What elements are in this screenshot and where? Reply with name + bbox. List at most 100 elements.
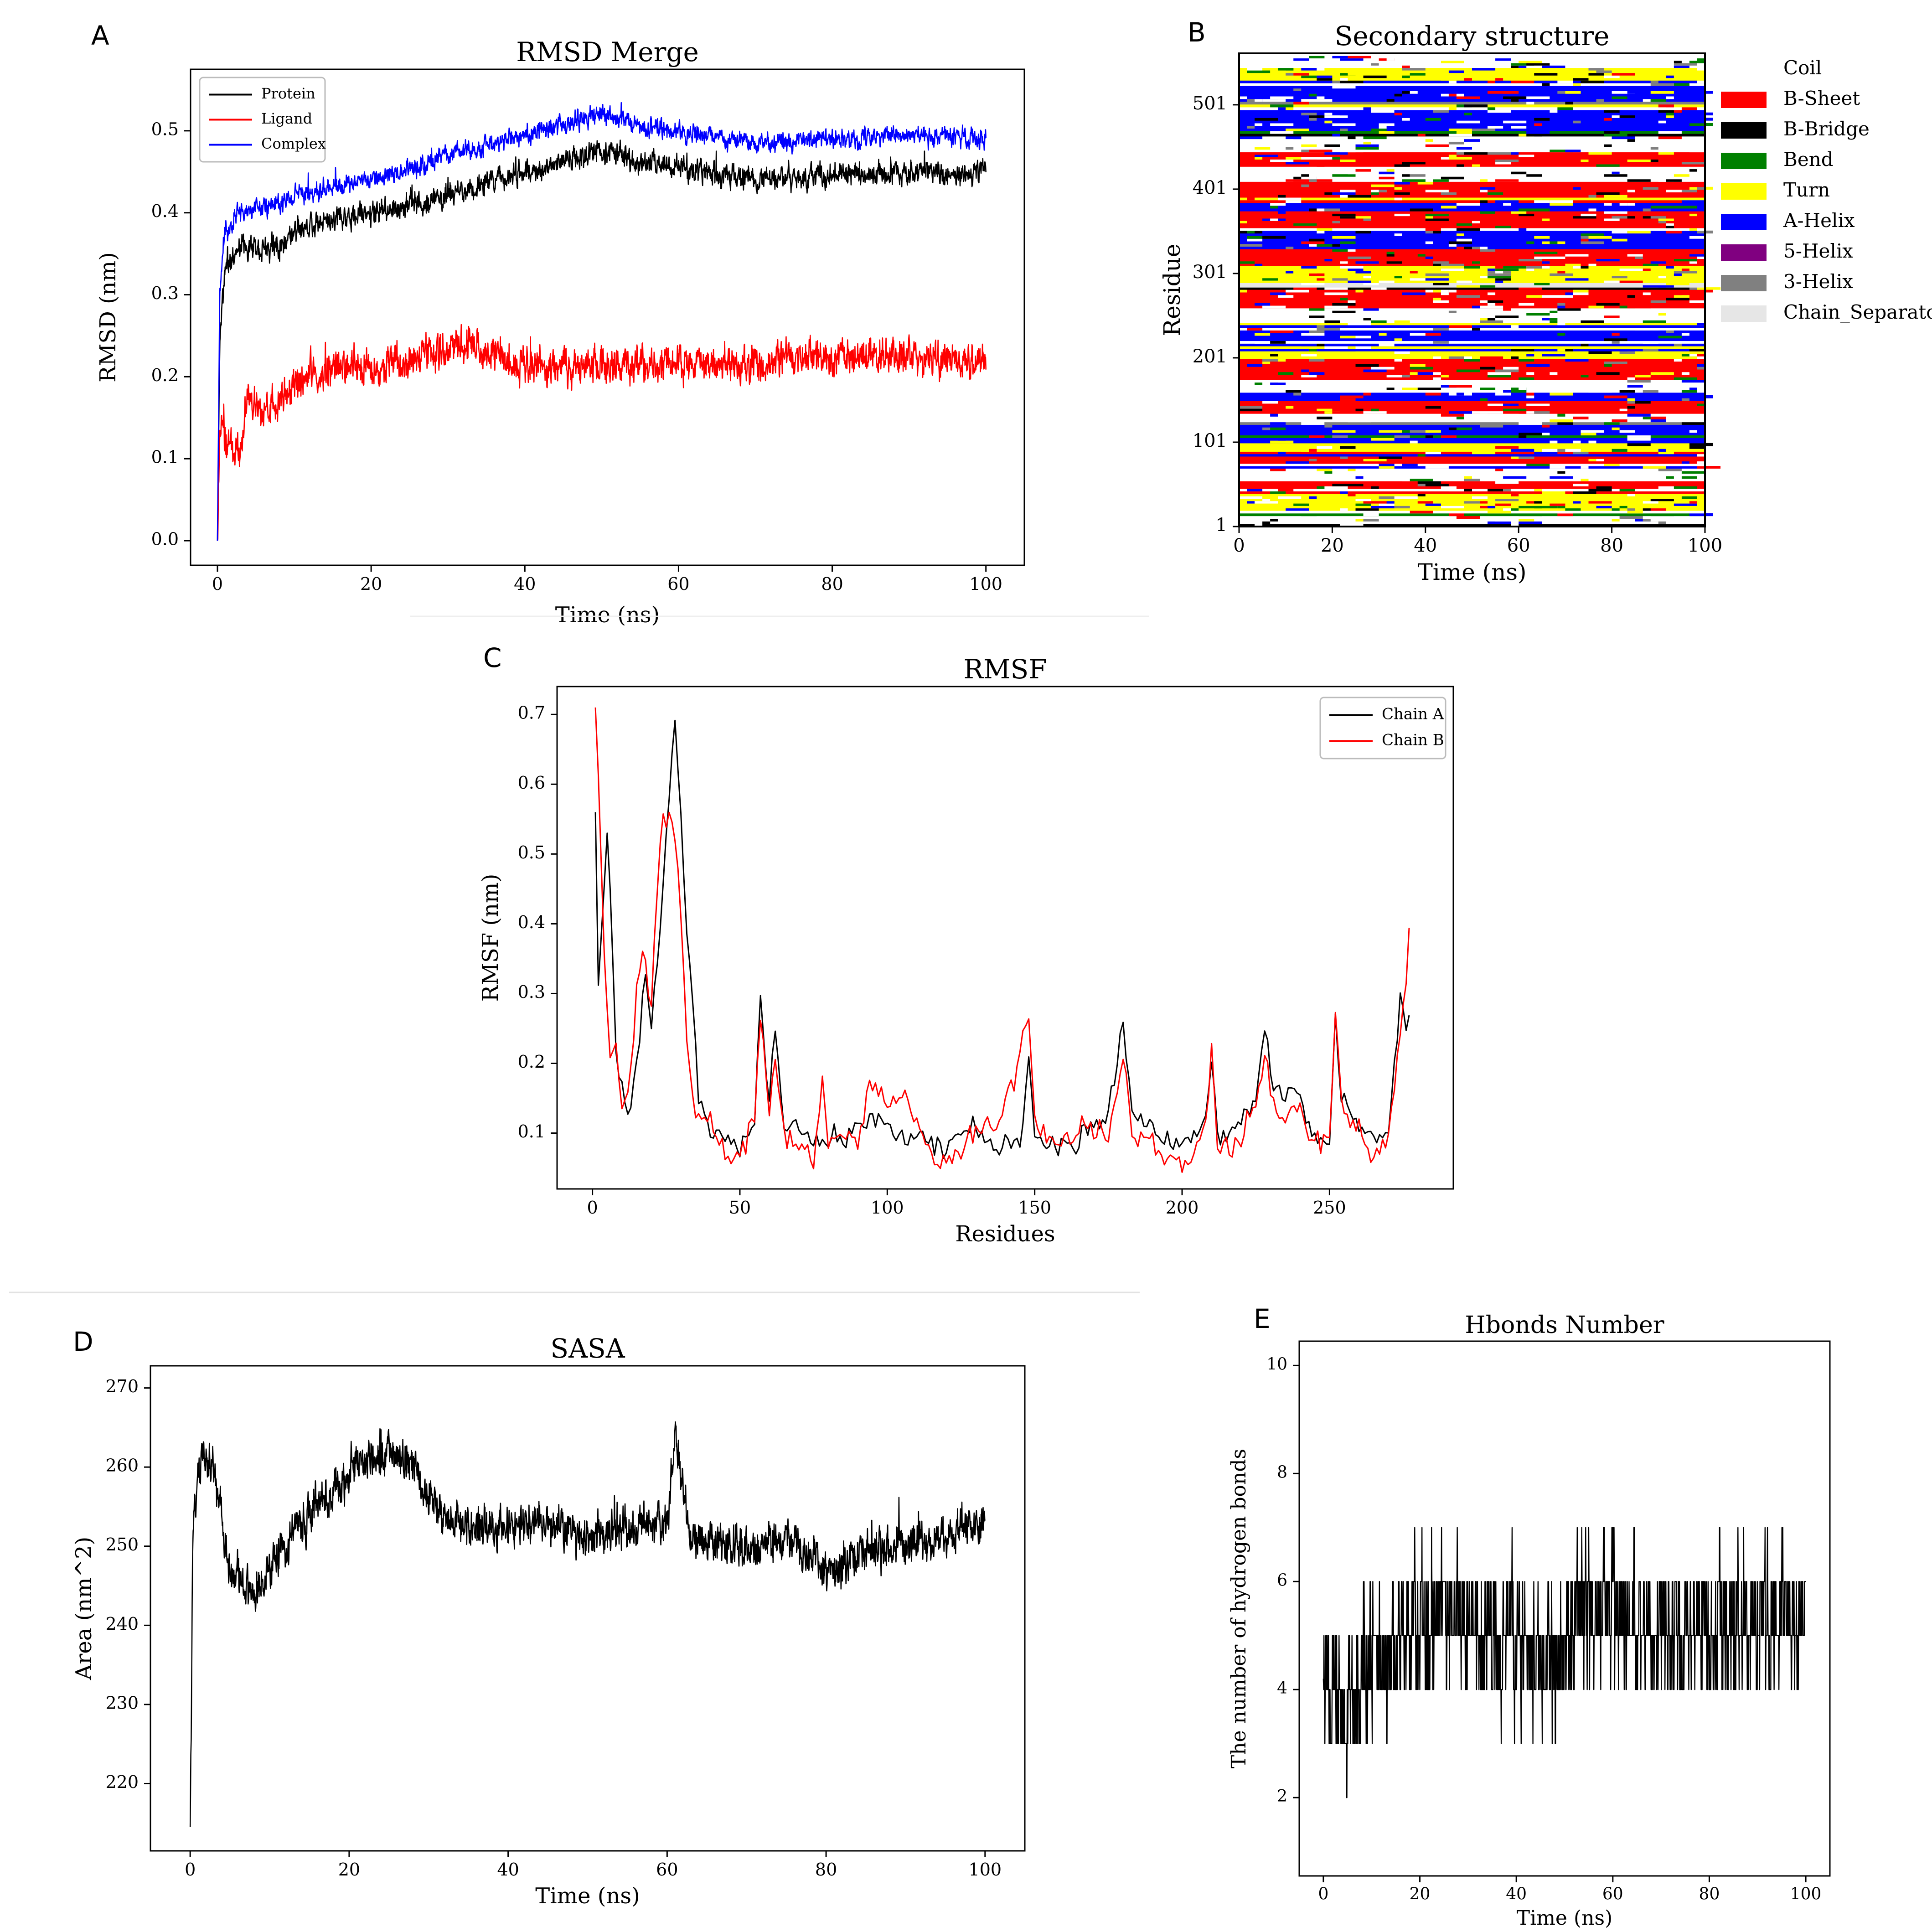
heatmap-row [1239, 107, 1705, 110]
heatmap-cell [1425, 466, 1449, 469]
heatmap-cell [1433, 443, 1457, 446]
heatmap-cell [1371, 367, 1395, 370]
heatmap-cell [1480, 320, 1503, 323]
heatmap-cell [1472, 246, 1480, 249]
heatmap-cell [1386, 374, 1402, 377]
heatmap-cell [1340, 189, 1356, 192]
heatmap-cell [1573, 395, 1589, 398]
heatmap-cell [1317, 96, 1325, 99]
heatmap-cell [1480, 506, 1488, 509]
heatmap-cell [1643, 351, 1651, 354]
heatmap-cell [1448, 411, 1472, 414]
heatmap-cell [1317, 325, 1325, 328]
heatmap-cell [1332, 243, 1340, 247]
heatmap-cell [1495, 503, 1511, 506]
y-tick-label: 1 [1216, 515, 1227, 536]
heatmap-cell [1348, 195, 1371, 198]
heatmap-cell [1278, 197, 1302, 201]
heatmap-cell [1262, 358, 1286, 362]
heatmap-cell [1472, 521, 1480, 524]
heatmap-cell [1441, 205, 1457, 209]
heatmap-cell [1379, 456, 1402, 459]
heatmap-cell [1425, 278, 1449, 281]
heatmap-cell [1550, 503, 1565, 506]
heatmap-cell [1379, 131, 1395, 134]
y-tick-label: 2 [1277, 1787, 1287, 1806]
heatmap-cell [1309, 496, 1317, 499]
heatmap-cell [1511, 152, 1519, 155]
heatmap-cell [1604, 364, 1612, 367]
heatmap-row [1239, 136, 1705, 139]
heatmap-cell [1643, 292, 1651, 295]
heatmap-cell [1511, 449, 1534, 452]
heatmap-row [1239, 413, 1705, 417]
heatmap-cell [1488, 510, 1511, 514]
heatmap-cell [1495, 268, 1519, 271]
heatmap-cell [1503, 438, 1527, 441]
heatmap-cell [1689, 228, 1697, 231]
heatmap-cell [1488, 303, 1496, 306]
x-tick-label: 200 [1166, 1198, 1199, 1218]
heatmap-cell [1386, 169, 1395, 172]
heatmap-cell [1332, 491, 1348, 494]
heatmap-cell [1456, 228, 1480, 231]
heatmap-cell [1379, 503, 1395, 506]
x-tick-label: 40 [514, 574, 536, 594]
heatmap-cell [1309, 273, 1325, 276]
heatmap-cell [1604, 118, 1612, 121]
heatmap-cell [1402, 161, 1426, 165]
heatmap-cell [1689, 236, 1713, 239]
heatmap-cell [1255, 96, 1278, 99]
heatmap-cell [1495, 280, 1503, 283]
heatmap-cell [1448, 141, 1464, 145]
heatmap-cell [1658, 292, 1682, 295]
heatmap-cell [1464, 292, 1480, 295]
heatmap-cell [1526, 392, 1534, 396]
heatmap-cell [1270, 422, 1286, 425]
heatmap-row [1239, 461, 1705, 464]
heatmap-cell [1666, 75, 1674, 78]
heatmap-cell [1627, 202, 1635, 206]
heatmap-cell [1301, 176, 1317, 180]
heatmap-cell [1519, 432, 1542, 436]
heatmap-row [1239, 308, 1705, 311]
heatmap-cell [1340, 335, 1356, 339]
x-tick-label: 100 [871, 1198, 904, 1218]
heatmap-cell [1674, 270, 1697, 274]
heatmap-cell [1674, 273, 1682, 276]
heatmap-cell [1550, 419, 1573, 423]
heatmap-cell [1681, 390, 1697, 393]
heatmap-cell [1573, 120, 1581, 124]
heatmap-cell [1604, 463, 1627, 466]
heatmap-cell [1456, 285, 1480, 288]
heatmap-cell [1293, 270, 1317, 274]
heatmap-cell [1503, 120, 1527, 124]
plot-frame [1298, 1340, 1831, 1877]
heatmap-cell [1604, 280, 1627, 283]
y-tick-label: 0.4 [518, 912, 545, 932]
heatmap-cell [1519, 303, 1534, 306]
heatmap-cell [1293, 136, 1302, 139]
heatmap-cell [1674, 294, 1689, 298]
heatmap-cell [1658, 120, 1666, 124]
heatmap-cell [1495, 266, 1503, 269]
heatmap-cell [1650, 216, 1666, 219]
heatmap-cell [1604, 144, 1612, 147]
heatmap-cell [1286, 385, 1309, 388]
heatmap-cell [1239, 243, 1263, 247]
heatmap-cell [1441, 435, 1457, 438]
heatmap-cell [1495, 468, 1503, 471]
heatmap-row [1239, 192, 1705, 195]
heatmap-row [1239, 408, 1705, 412]
heatmap-row [1239, 56, 1705, 59]
y-tick-label: 0.4 [151, 201, 179, 221]
y-tick-label: 250 [105, 1534, 139, 1555]
heatmap-cell [1456, 516, 1480, 519]
heatmap-cell [1317, 468, 1333, 471]
heatmap-cell [1286, 390, 1302, 393]
y-tick-label: 270 [105, 1376, 139, 1396]
heatmap-cell [1658, 468, 1682, 471]
heatmap-cell [1340, 261, 1348, 264]
heatmap-cell [1456, 216, 1472, 219]
legend: Coil B-Sheet B-Bridge Bend Turn A-Helix 5-Heli… [1721, 57, 1932, 323]
